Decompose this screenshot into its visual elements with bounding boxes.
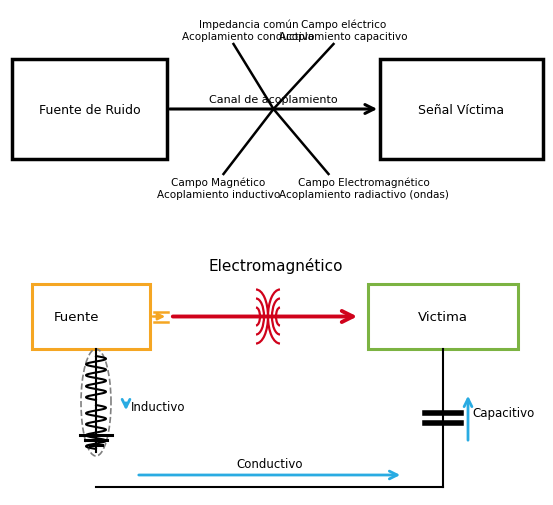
Text: Campo eléctrico
Acoplamiento capacitivo: Campo eléctrico Acoplamiento capacitivo bbox=[279, 20, 408, 42]
Text: Campo Electromagnético
Acoplamiento radiactivo (ondas): Campo Electromagnético Acoplamiento radi… bbox=[279, 178, 448, 199]
Bar bbox=[368, 284, 518, 349]
Text: Capacitivo: Capacitivo bbox=[472, 407, 534, 420]
Bar bbox=[12, 60, 167, 160]
Text: Fuente de Ruido: Fuente de Ruido bbox=[39, 104, 140, 116]
Text: Victima: Victima bbox=[418, 311, 468, 323]
Text: Señal Víctima: Señal Víctima bbox=[419, 104, 504, 116]
Text: Campo Magnético
Acoplamiento inductivo: Campo Magnético Acoplamiento inductivo bbox=[157, 178, 280, 199]
Text: Impedancia común
Acoplamiento conductivo: Impedancia común Acoplamiento conductivo bbox=[182, 20, 315, 42]
Bar bbox=[380, 60, 543, 160]
Text: Electromagnético: Electromagnético bbox=[208, 258, 343, 274]
Text: Canal de acoplamiento: Canal de acoplamiento bbox=[209, 95, 338, 105]
Text: Conductivo: Conductivo bbox=[236, 457, 302, 470]
Text: Inductivo: Inductivo bbox=[131, 400, 185, 413]
Bar bbox=[32, 284, 150, 349]
Text: Fuente: Fuente bbox=[54, 311, 100, 323]
